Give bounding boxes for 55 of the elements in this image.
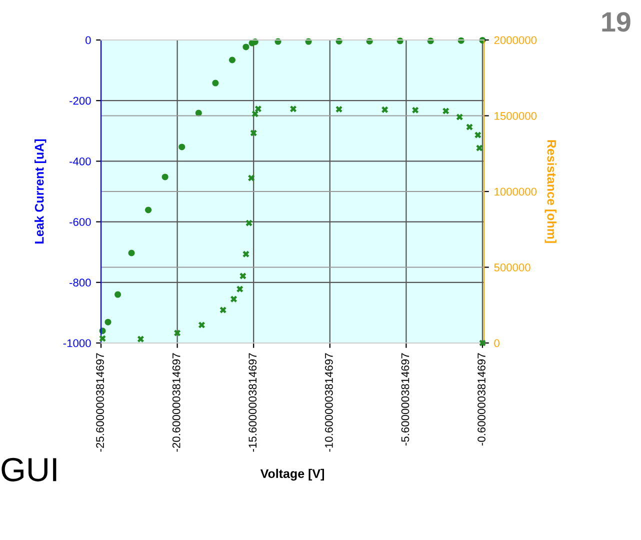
point (476, 144, 483, 152)
point (246, 220, 252, 226)
point (336, 106, 342, 112)
x-tick-label: -15.6000003814697 (248, 353, 257, 452)
point (466, 124, 473, 130)
y-tick-label: -200 (70, 96, 91, 105)
x-tick-label: -25.6000003814697 (96, 353, 104, 452)
y2-axis-title: Resistance [ohm] (544, 140, 556, 243)
point (382, 106, 388, 113)
point (114, 291, 122, 298)
point (228, 56, 236, 64)
point (137, 336, 144, 342)
point (242, 44, 250, 50)
point (442, 108, 450, 114)
point (212, 80, 219, 86)
y2-tick-label: 1500000 (494, 112, 537, 120)
point (248, 174, 255, 182)
point (178, 144, 186, 150)
y-tick-label: -400 (70, 157, 91, 166)
x-axis-title: Voltage [V] (260, 468, 324, 481)
point (236, 286, 244, 292)
point (220, 306, 226, 314)
x-tick-label: -5.6000003814697 (401, 353, 410, 446)
point (474, 132, 482, 138)
text: 19 (602, 12, 630, 32)
y-tick-label: -1000 (63, 339, 91, 348)
y2-tick-label: 2000000 (494, 36, 537, 44)
point (290, 106, 297, 112)
point (456, 114, 463, 120)
y2-tick-label: 500000 (494, 264, 530, 272)
point (145, 206, 152, 214)
point (174, 330, 181, 336)
y2-tick-label: 1000000 (494, 188, 537, 196)
y-tick-label: -600 (70, 218, 91, 226)
point (230, 296, 238, 302)
point (240, 272, 246, 280)
y-tick-label: -800 (70, 278, 91, 287)
point (198, 322, 205, 328)
point (128, 250, 135, 256)
point (479, 340, 486, 346)
point (412, 106, 419, 114)
point (104, 318, 112, 326)
point (254, 106, 262, 112)
point (242, 250, 250, 258)
text: GUI (2, 458, 56, 482)
point (99, 335, 106, 342)
y-tick-label: 0 (86, 36, 91, 44)
point (162, 174, 168, 180)
x-tick-label: -0.6000003814697 (478, 353, 486, 446)
x-tick-label: -20.6000003814697 (172, 353, 180, 452)
point (250, 130, 257, 136)
x-tick-label: -10.6000003814697 (325, 353, 333, 452)
point (252, 110, 258, 118)
y-axis-title: Leak Current [uA] (34, 139, 46, 244)
y2-tick-label: 0 (494, 339, 500, 348)
